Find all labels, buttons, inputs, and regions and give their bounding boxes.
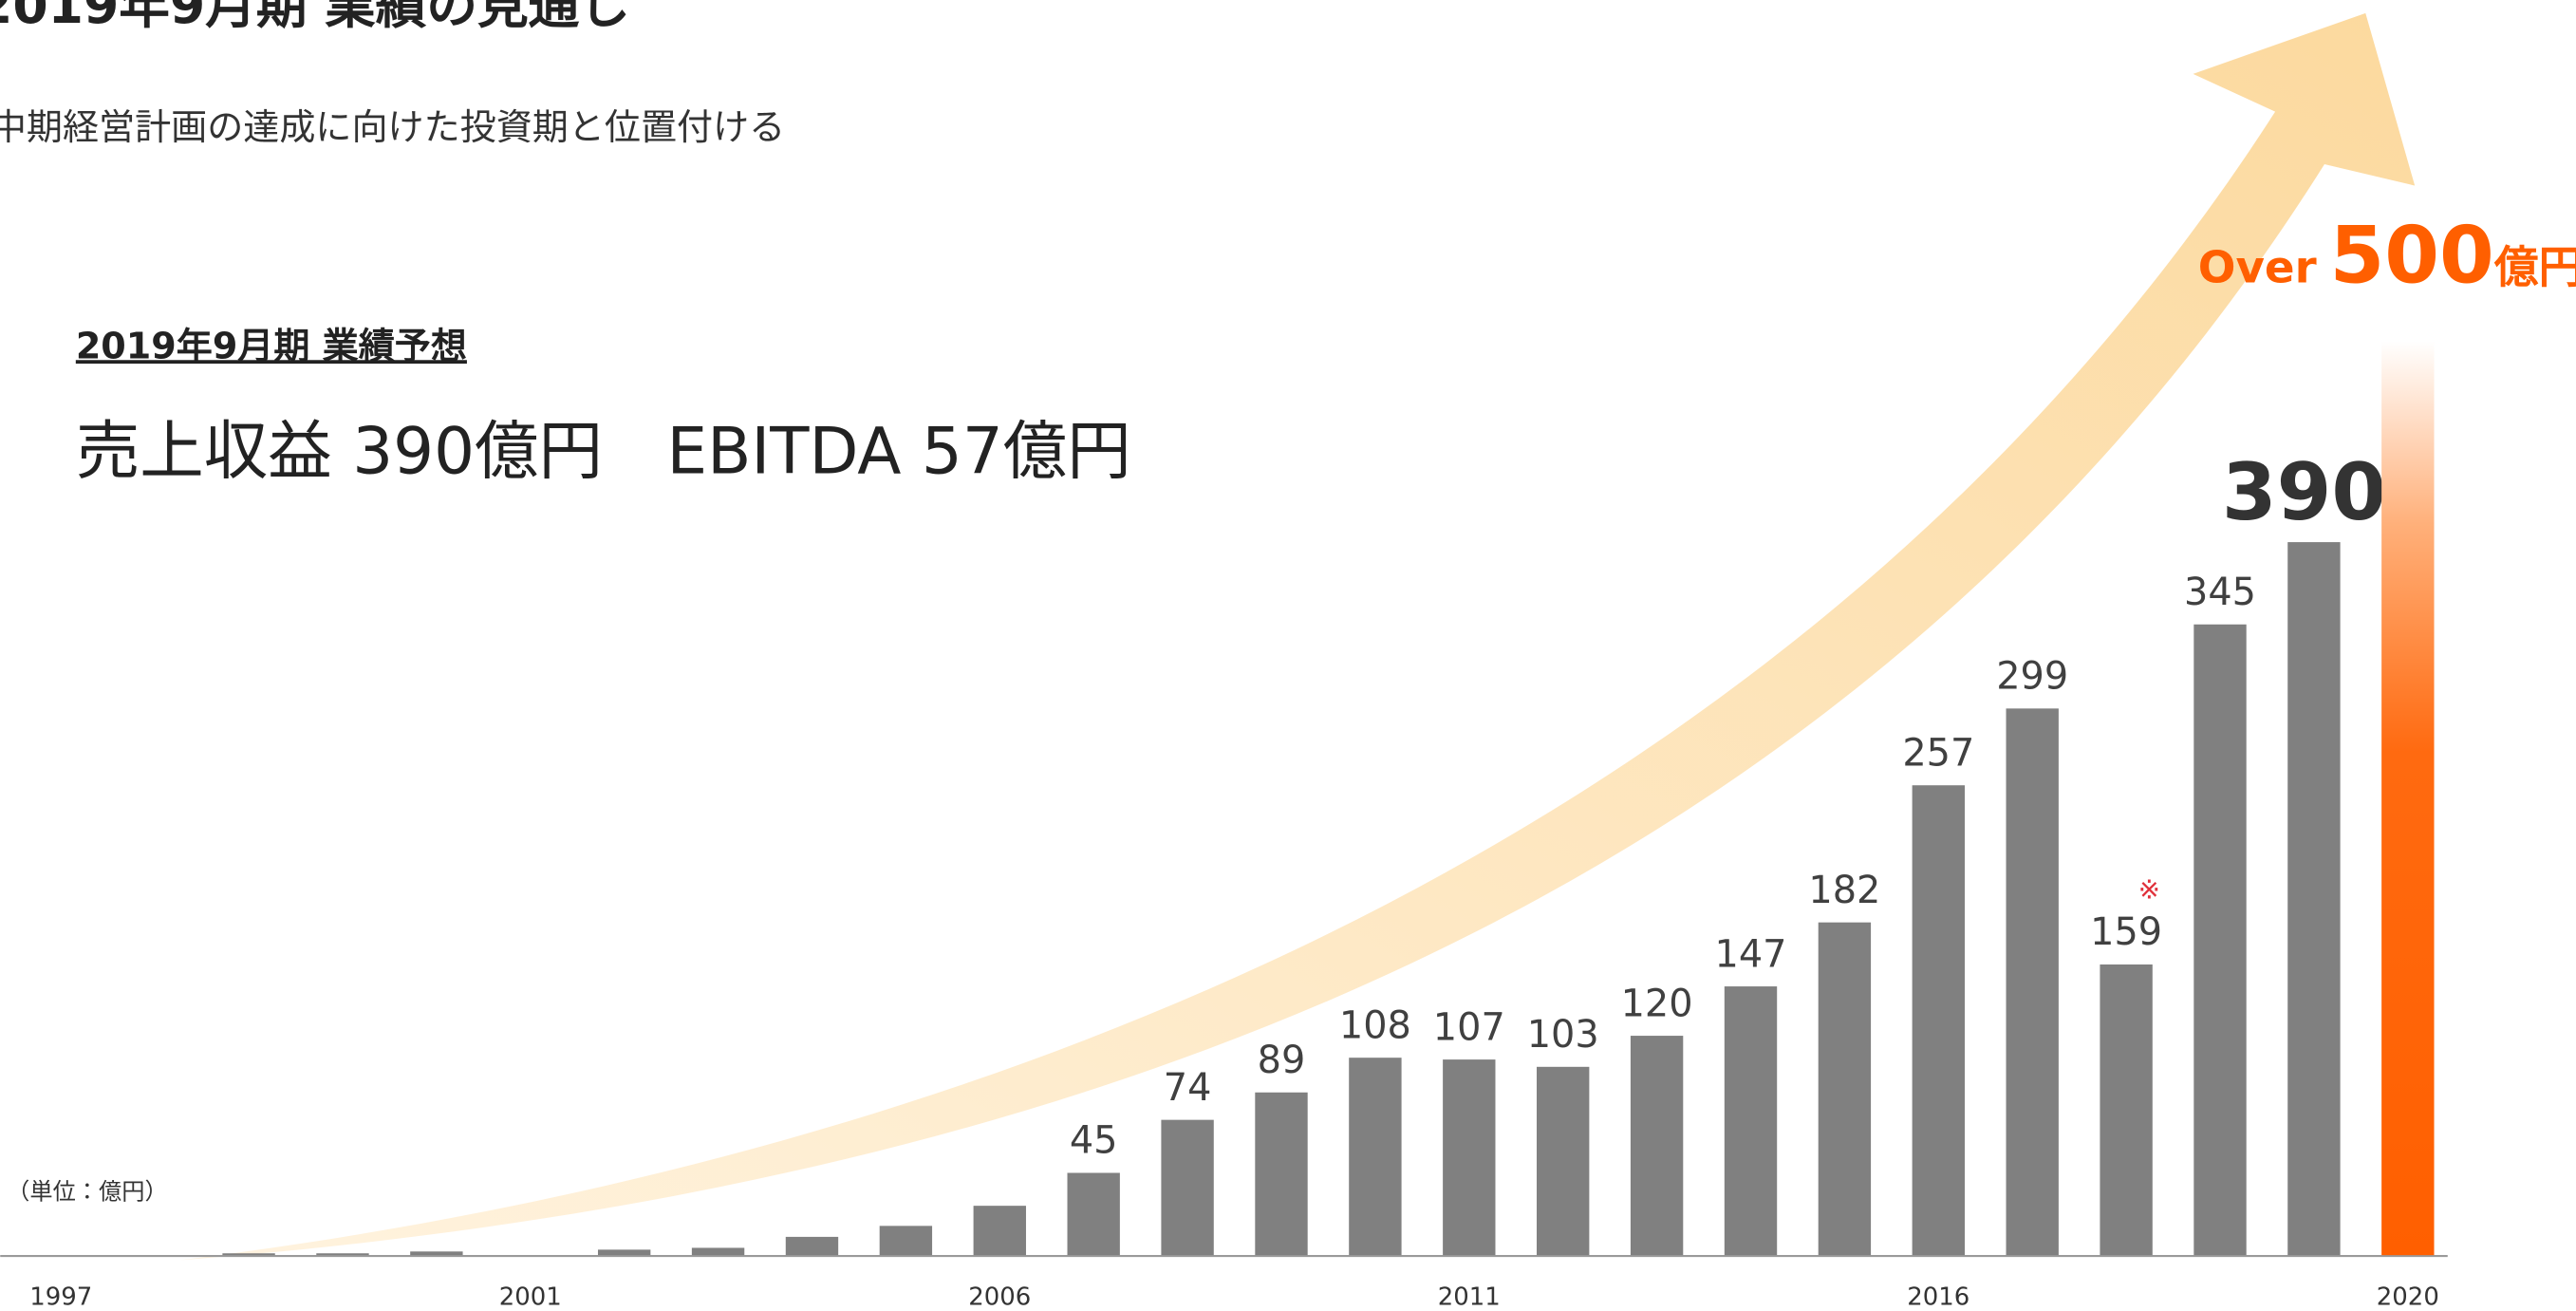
bar — [1537, 1067, 1589, 1255]
page: {"title": "2019年9月期 業績の見通し", "subtitle":… — [0, 0, 2576, 1311]
bar — [2100, 965, 2152, 1255]
value-label: 390 — [2222, 446, 2386, 538]
x-tick-label: 2011 — [1438, 1283, 1501, 1311]
bar — [1725, 986, 1777, 1255]
page-title: 2019年9月期 業績の見通し — [0, 0, 630, 35]
chart: 2019年9月期 業績の見通し 中期経営計画の達成に向けた投資期と位置付ける 2… — [0, 0, 2576, 1311]
value-label: 74 — [1164, 1066, 1212, 1110]
x-tick-label: 2020 — [2377, 1283, 2439, 1311]
x-tick-label: 2006 — [968, 1283, 1031, 1311]
value-label: 147 — [1715, 932, 1787, 976]
value-label: 120 — [1621, 982, 1693, 1025]
value-label: 345 — [2184, 571, 2256, 614]
target-suffix: 億円 — [2493, 243, 2576, 294]
bar — [2193, 625, 2246, 1255]
value-label: 108 — [1339, 1003, 1411, 1047]
value-label: 107 — [1433, 1005, 1505, 1049]
x-tick-label: 2016 — [1907, 1283, 1969, 1311]
value-label: 182 — [1808, 869, 1880, 912]
value-label: 89 — [1258, 1039, 1306, 1082]
forecast-text: 売上収益 390億円 EBITDA 57億円 — [76, 413, 1131, 488]
target-bar — [2381, 341, 2434, 1255]
value-label: 159 — [2090, 910, 2162, 954]
forecast-heading: 2019年9月期 業績予想 — [76, 325, 467, 366]
bar — [1819, 923, 1871, 1255]
bar — [974, 1206, 1026, 1255]
annotation-mark: ※ — [2138, 874, 2160, 906]
bar — [598, 1249, 650, 1255]
value-label: 299 — [1996, 655, 2068, 699]
target-prefix: Over — [2198, 243, 2317, 294]
target-number: 500 — [2329, 210, 2493, 302]
bar — [1349, 1058, 1401, 1255]
x-tick-label: 2001 — [499, 1283, 562, 1311]
value-label: 103 — [1527, 1013, 1599, 1057]
page-subtitle: 中期経営計画の達成に向けた投資期と位置付ける — [0, 106, 785, 148]
bar — [1255, 1093, 1307, 1255]
bar — [2287, 542, 2340, 1255]
bar — [1161, 1120, 1213, 1256]
bar — [222, 1253, 274, 1255]
value-label: 257 — [1902, 731, 1974, 775]
bar — [410, 1251, 462, 1255]
bar — [786, 1237, 838, 1255]
bar — [1913, 785, 1965, 1255]
value-label: 45 — [1070, 1119, 1118, 1163]
bar — [692, 1247, 744, 1255]
x-tick-label: 1997 — [29, 1283, 92, 1311]
unit-note: （単位：億円） — [7, 1178, 168, 1205]
bar — [1067, 1172, 1119, 1255]
bar — [2007, 708, 2059, 1255]
bar — [316, 1253, 368, 1255]
bar — [1443, 1059, 1495, 1255]
bar — [880, 1226, 932, 1255]
bar — [1631, 1036, 1683, 1255]
